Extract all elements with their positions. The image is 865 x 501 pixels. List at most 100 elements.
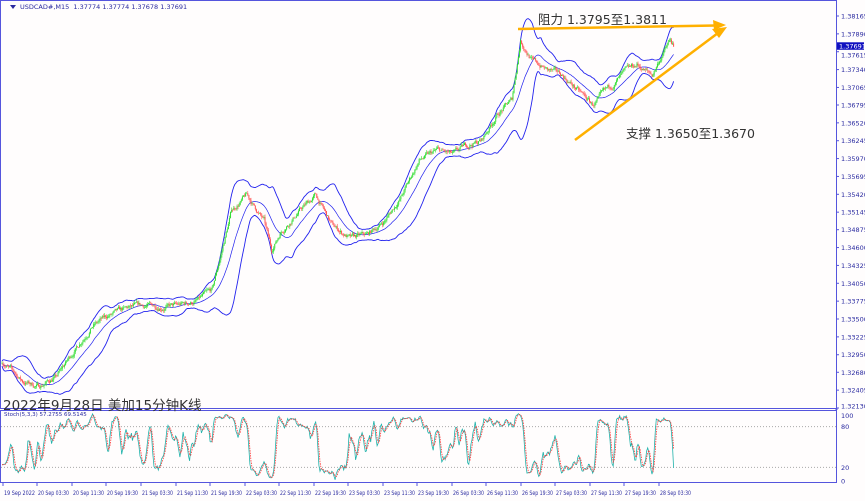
candle-body: [546, 67, 548, 70]
candle-body: [481, 138, 483, 141]
candle-body: [52, 379, 54, 382]
candle-body: [376, 229, 378, 231]
candle-body: [418, 159, 420, 164]
candle-body: [237, 206, 239, 207]
candle-body: [281, 231, 283, 233]
candle-body: [17, 377, 19, 379]
candle-body: [435, 148, 437, 150]
candle-body: [4, 366, 6, 368]
candle-body: [210, 288, 212, 292]
candle-body: [426, 152, 428, 154]
candle-body: [13, 369, 15, 372]
dropdown-triangle-icon[interactable]: [10, 5, 16, 9]
candle-body: [216, 272, 218, 276]
candle-body: [612, 88, 614, 90]
candle-body: [566, 79, 568, 83]
candle-body: [26, 382, 28, 384]
candle-body: [562, 75, 564, 76]
y-tick-label: 1.35970: [841, 155, 865, 163]
candle-body: [128, 305, 130, 308]
candle-body: [638, 64, 640, 67]
candle-body: [654, 69, 656, 71]
candle-body: [275, 242, 277, 244]
candle-body: [603, 88, 605, 90]
candle-body: [135, 302, 137, 304]
candle-body: [154, 305, 156, 308]
candle-body: [33, 386, 35, 388]
y-tick-label: 1.33500: [841, 316, 865, 324]
candle-body: [673, 43, 675, 47]
candle-body: [482, 138, 484, 140]
candle-body: [472, 143, 474, 147]
candle-body: [156, 309, 158, 310]
candle-body: [203, 292, 205, 295]
candle-body: [66, 360, 68, 362]
candle-body: [370, 231, 372, 233]
candle-body: [471, 145, 473, 147]
candle-body: [407, 181, 409, 184]
candle-body: [116, 308, 118, 310]
candle-body: [260, 212, 262, 215]
candle-body: [520, 40, 522, 51]
y-tick-label: 1.37340: [841, 66, 865, 74]
candle-body: [386, 217, 388, 221]
stoch-level-label: 100: [841, 412, 853, 420]
candle-body: [488, 127, 490, 132]
candle-body: [391, 209, 393, 212]
candle-body: [309, 201, 311, 203]
candle-body: [314, 193, 316, 196]
candle-body: [289, 223, 291, 227]
candle-body: [445, 150, 447, 152]
x-tick-label: 27 Sep 19:30: [625, 489, 656, 497]
y-tick-label: 1.38165: [841, 13, 865, 21]
candle-body: [650, 73, 652, 75]
candle-body: [359, 233, 361, 235]
candle-body: [62, 366, 64, 368]
candle-body: [544, 67, 546, 69]
candle-body: [443, 149, 445, 151]
candle-body: [329, 219, 331, 221]
candle-body: [501, 110, 503, 112]
candle-body: [592, 102, 594, 106]
candle-body: [209, 288, 211, 292]
candle-body: [170, 303, 172, 305]
candle-body: [422, 158, 424, 160]
candle-body: [92, 327, 94, 328]
candle-body: [290, 223, 292, 225]
candle-body: [238, 204, 240, 207]
candle-body: [104, 315, 106, 317]
ohlc-values: 1.37774 1.37774 1.37678 1.37691: [73, 3, 188, 11]
candle-body: [580, 90, 582, 92]
candle-body: [279, 234, 281, 239]
candle-body: [130, 305, 132, 307]
candle-body: [195, 299, 197, 301]
candle-body: [316, 193, 318, 199]
candle-body: [429, 151, 431, 153]
candle-body: [2, 363, 4, 366]
y-tick-label: 1.34050: [841, 280, 865, 288]
candle-body: [80, 344, 82, 346]
candle-body: [527, 54, 529, 56]
candle-body: [110, 314, 112, 315]
candle-body: [618, 77, 620, 79]
candle-body: [143, 307, 145, 308]
candle-body: [596, 98, 598, 102]
candle-body: [295, 216, 297, 218]
candle-body: [231, 210, 233, 212]
candle-body: [196, 299, 198, 300]
candle-body: [277, 238, 279, 241]
candle-body: [126, 306, 128, 308]
candle-body: [665, 46, 667, 49]
candle-body: [413, 173, 415, 174]
candle-body: [555, 67, 557, 70]
candle-body: [220, 255, 222, 261]
candle-body: [163, 310, 165, 311]
candle-body: [400, 195, 402, 200]
candle-body: [637, 63, 639, 65]
candle-body: [239, 201, 241, 205]
candle-body: [565, 77, 567, 80]
candle-body: [258, 212, 260, 214]
candle-body: [18, 377, 20, 379]
candle-body: [579, 89, 581, 91]
